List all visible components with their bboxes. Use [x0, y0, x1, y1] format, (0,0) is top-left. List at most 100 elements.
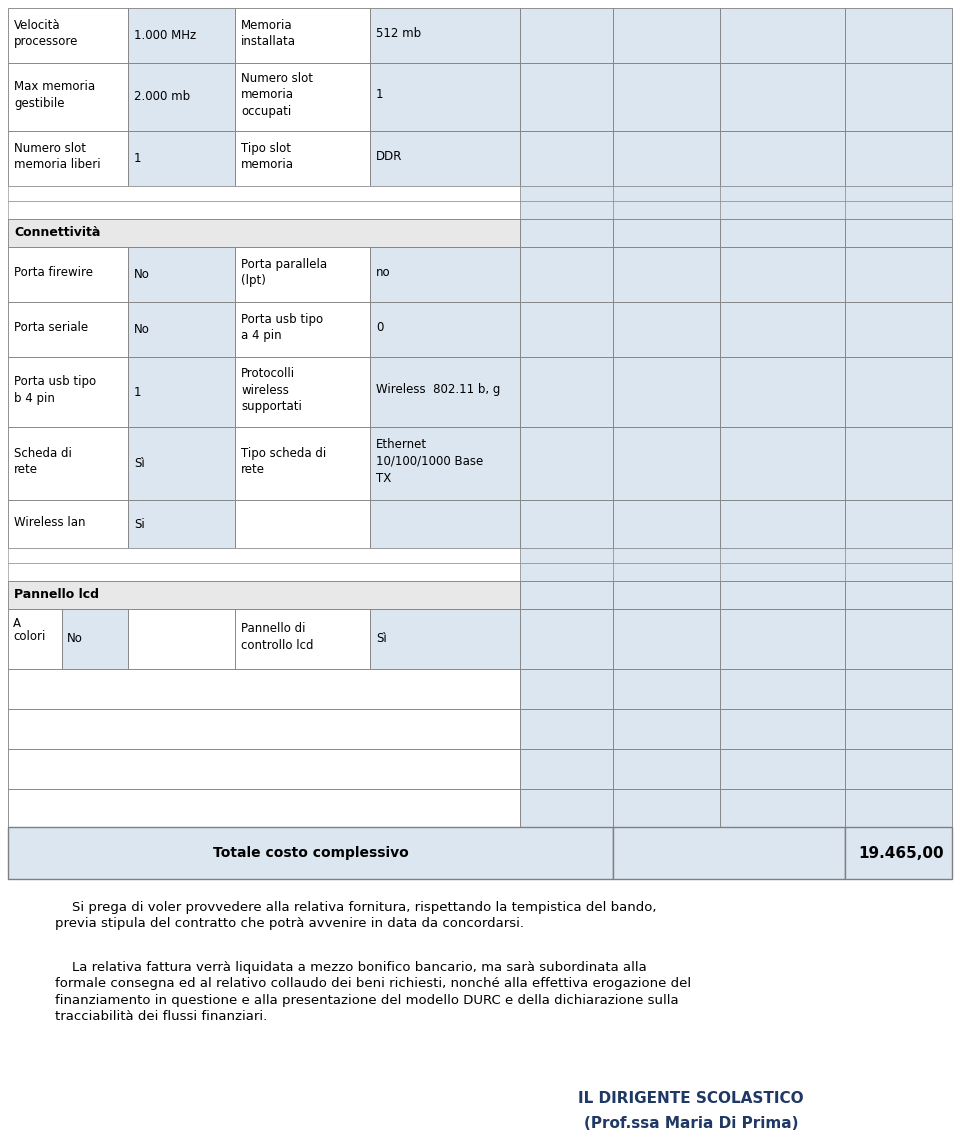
Bar: [8, 548, 520, 563]
Text: Ethernet
10/100/1000 Base
TX: Ethernet 10/100/1000 Base TX: [376, 439, 483, 484]
Text: (Prof.ssa Maria Di Prima): (Prof.ssa Maria Di Prima): [584, 1116, 799, 1131]
Bar: [520, 581, 613, 609]
Bar: [720, 789, 845, 827]
Bar: [613, 427, 720, 500]
Bar: [845, 500, 952, 548]
Text: 1: 1: [134, 386, 141, 398]
Bar: [720, 669, 845, 709]
Text: Si prega di voler provvedere alla relativa fornitura, rispettando la tempistica : Si prega di voler provvedere alla relati…: [55, 901, 657, 931]
Text: Connettività: Connettività: [14, 227, 101, 239]
Bar: [720, 500, 845, 548]
Bar: [370, 302, 520, 357]
Text: Porta usb tipo
b 4 pin: Porta usb tipo b 4 pin: [14, 376, 96, 404]
Text: La relativa fattura verrà liquidata a mezzo bonifico bancario, ma sarà subordina: La relativa fattura verrà liquidata a me…: [55, 961, 691, 1024]
Bar: [720, 548, 845, 563]
Text: Memoria
installata: Memoria installata: [241, 18, 296, 48]
Bar: [520, 63, 613, 131]
Bar: [128, 247, 235, 302]
Text: Wireless lan: Wireless lan: [14, 515, 85, 529]
Bar: [128, 302, 235, 357]
Text: No: No: [134, 268, 150, 281]
Bar: [520, 749, 613, 789]
Bar: [370, 131, 520, 185]
Bar: [845, 8, 952, 63]
Bar: [520, 548, 613, 563]
Bar: [128, 427, 235, 500]
Bar: [720, 427, 845, 500]
Bar: [128, 131, 235, 185]
Bar: [235, 427, 370, 500]
Text: Protocolli
wireless
supportati: Protocolli wireless supportati: [241, 368, 301, 413]
Text: Tipo slot
memoria: Tipo slot memoria: [241, 142, 294, 172]
Bar: [520, 789, 613, 827]
Bar: [613, 247, 720, 302]
Bar: [720, 609, 845, 669]
Text: Porta seriale: Porta seriale: [14, 321, 88, 334]
Bar: [613, 357, 720, 427]
Bar: [613, 609, 720, 669]
Text: colori: colori: [13, 630, 45, 643]
Bar: [720, 63, 845, 131]
Bar: [520, 563, 613, 581]
Text: Pannello di
controllo lcd: Pannello di controllo lcd: [241, 622, 314, 652]
Bar: [8, 247, 128, 302]
Bar: [720, 131, 845, 185]
Bar: [520, 609, 613, 669]
Text: Tipo scheda di
rete: Tipo scheda di rete: [241, 447, 326, 476]
Text: 1.000 MHz: 1.000 MHz: [134, 29, 196, 42]
Bar: [235, 609, 370, 669]
Bar: [845, 581, 952, 609]
Bar: [613, 709, 720, 749]
Text: 512 mb: 512 mb: [376, 27, 421, 40]
Bar: [845, 669, 952, 709]
Bar: [128, 63, 235, 131]
Bar: [235, 8, 370, 63]
Bar: [613, 581, 720, 609]
Bar: [845, 827, 952, 879]
Bar: [128, 357, 235, 427]
Bar: [720, 219, 845, 247]
Text: Sì: Sì: [376, 632, 387, 646]
Bar: [720, 749, 845, 789]
Bar: [613, 749, 720, 789]
Bar: [8, 581, 520, 609]
Bar: [235, 500, 370, 548]
Text: No: No: [67, 632, 83, 646]
Bar: [520, 202, 613, 219]
Bar: [845, 609, 952, 669]
Bar: [8, 749, 520, 789]
Bar: [8, 8, 128, 63]
Bar: [720, 581, 845, 609]
Bar: [8, 669, 520, 709]
Text: 1: 1: [134, 152, 141, 165]
Bar: [520, 669, 613, 709]
Text: 0: 0: [376, 321, 383, 334]
Bar: [613, 202, 720, 219]
Text: A: A: [13, 617, 21, 630]
Bar: [845, 427, 952, 500]
Bar: [235, 247, 370, 302]
Bar: [235, 131, 370, 185]
Text: IL DIRIGENTE SCOLASTICO: IL DIRIGENTE SCOLASTICO: [578, 1091, 804, 1106]
Bar: [845, 185, 952, 202]
Bar: [128, 8, 235, 63]
Text: Max memoria
gestibile: Max memoria gestibile: [14, 80, 95, 110]
Bar: [370, 247, 520, 302]
Bar: [845, 202, 952, 219]
Bar: [370, 609, 520, 669]
Bar: [8, 500, 128, 548]
Text: Porta firewire: Porta firewire: [14, 266, 93, 279]
Bar: [8, 789, 520, 827]
Bar: [720, 8, 845, 63]
Bar: [8, 219, 520, 247]
Bar: [720, 302, 845, 357]
Bar: [845, 789, 952, 827]
Bar: [520, 357, 613, 427]
Bar: [235, 63, 370, 131]
Bar: [8, 563, 520, 581]
Bar: [128, 609, 235, 669]
Bar: [520, 131, 613, 185]
Text: Velocità
processore: Velocità processore: [14, 18, 79, 48]
Bar: [845, 548, 952, 563]
Bar: [520, 219, 613, 247]
